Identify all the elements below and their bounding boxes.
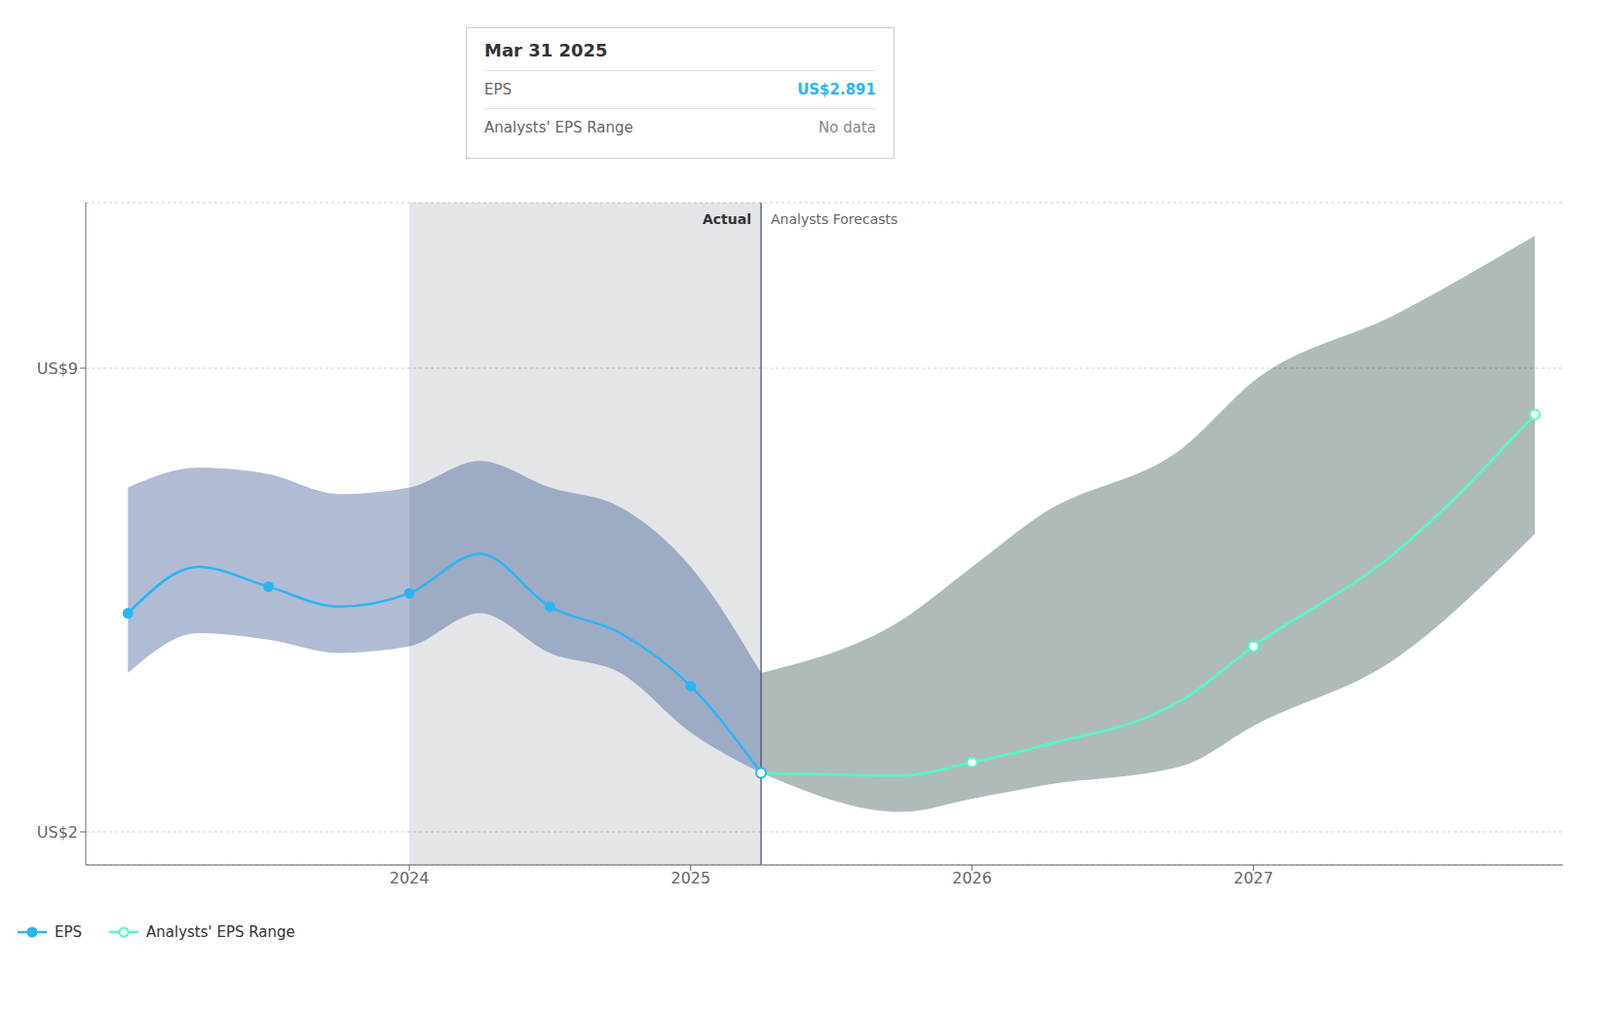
html-text:Analysts' EPS Range: Analysts' EPS Range (484, 118, 634, 137)
html-text:EPS: EPS (484, 80, 512, 99)
svg-text:2027: 2027 (1233, 869, 1274, 888)
svg-text:2025: 2025 (670, 869, 711, 888)
html-text:EPS: EPS (54, 923, 82, 942)
html-text:No data: No data (818, 118, 877, 137)
html-text:Analysts' EPS Range: Analysts' EPS Range (146, 923, 296, 942)
svg-text:2024: 2024 (389, 869, 430, 888)
svg-text:Analysts Forecasts: Analysts Forecasts (770, 211, 898, 228)
svg-text:US$2: US$2 (37, 823, 78, 842)
svg-text:2026: 2026 (952, 869, 992, 888)
html-text:Mar 31 2025: Mar 31 2025 (484, 39, 608, 61)
svg-text:Actual: Actual (702, 211, 752, 228)
html-text:US$2.891: US$2.891 (797, 80, 877, 99)
svg-text:US$9: US$9 (37, 359, 78, 379)
